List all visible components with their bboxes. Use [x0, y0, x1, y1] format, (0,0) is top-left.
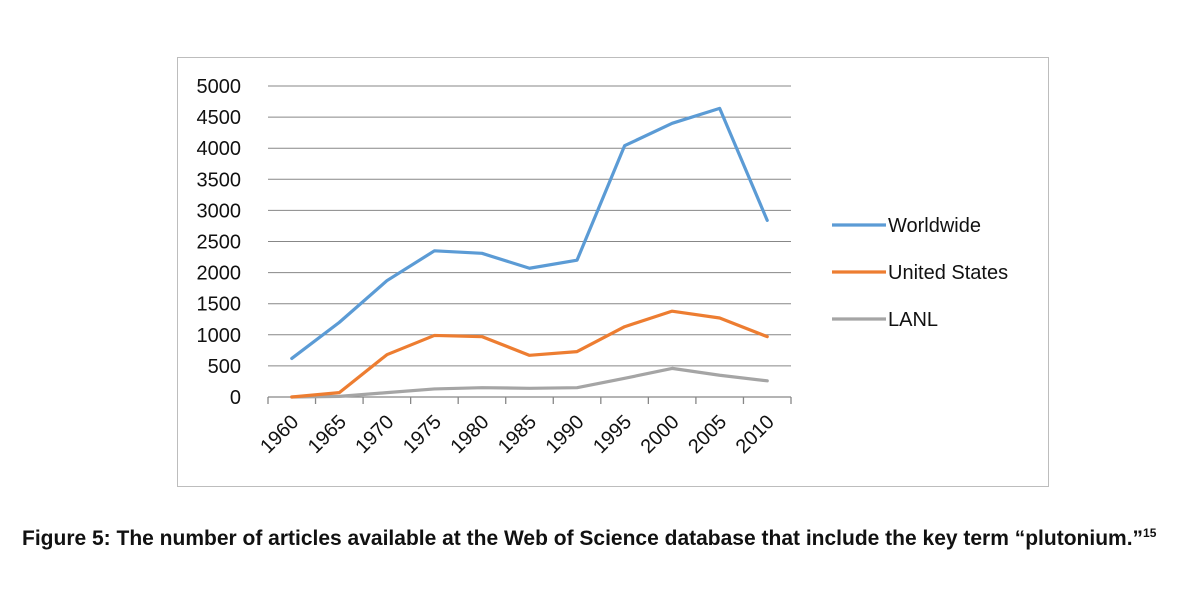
x-tick-label: 1990: [542, 411, 589, 458]
x-tick-label: 2010: [732, 411, 779, 458]
y-tick-label: 4000: [197, 138, 242, 160]
x-tick-label: 1965: [304, 411, 351, 458]
axes: [267, 396, 792, 404]
y-tick-label: 2500: [197, 232, 242, 254]
x-tick-label: 1970: [351, 411, 398, 458]
x-tick-label: 1995: [589, 411, 636, 458]
y-tick-label: 2000: [197, 263, 242, 285]
y-tick-label: 0: [230, 387, 241, 409]
legend: Worldwide United States LANL: [832, 215, 1008, 331]
y-tick-label: 500: [208, 356, 241, 378]
x-tick-labels: 1960 1965 1970 1975 1980 1985 1990 1995 2000 2005…: [256, 411, 778, 458]
figure-caption: Figure 5: The number of articles availab…: [22, 522, 1182, 556]
legend-label: LANL: [888, 309, 938, 331]
legend-label: Worldwide: [888, 215, 981, 237]
y-tick-label: 4500: [197, 107, 242, 129]
caption-footnote: 15: [1143, 526, 1157, 540]
gridlines: [268, 85, 791, 367]
x-tick-label: 2000: [637, 411, 684, 458]
x-tick-label: 1985: [494, 411, 541, 458]
legend-label: United States: [888, 262, 1008, 284]
y-tick-label: 3000: [197, 200, 242, 222]
series-line-0: [290, 106, 769, 361]
y-tick-label: 1500: [197, 294, 242, 316]
y-tick-label: 5000: [197, 76, 242, 98]
series-line-1: [290, 309, 769, 399]
series-lines: [290, 106, 769, 399]
chart-frame: 5000 4500 4000 3500 3000 2500 2000 1500 1000 500 0…: [177, 57, 1049, 487]
y-tick-label: 3500: [197, 169, 242, 191]
y-tick-label: 1000: [197, 325, 242, 347]
x-tick-label: 2005: [684, 411, 731, 458]
x-tick-label: 1960: [256, 411, 303, 458]
line-chart: 5000450040003500300025002000150010005000…: [197, 76, 1009, 458]
x-tick-label: 1980: [446, 411, 493, 458]
x-tick-label: 1975: [399, 411, 446, 458]
caption-text: Figure 5: The number of articles availab…: [22, 527, 1144, 550]
